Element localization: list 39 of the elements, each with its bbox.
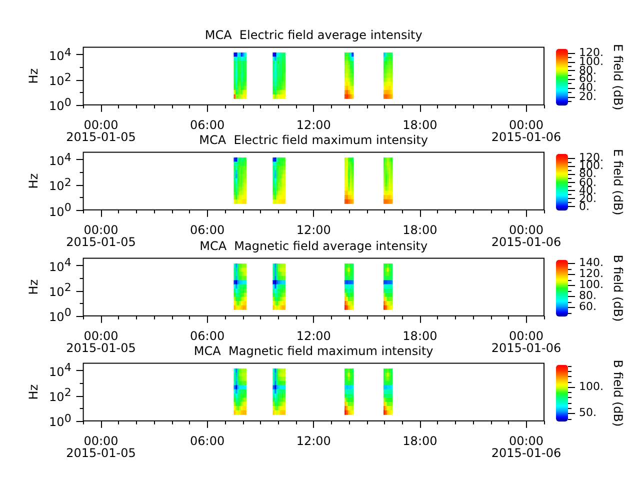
chart-title: MCA Magnetic field average intensity — [200, 238, 428, 252]
chart-title: MCA Electric field average intensity — [204, 28, 422, 42]
y-axis-title: Hz — [26, 68, 40, 84]
color-bar-label: 60. — [579, 300, 596, 314]
x-tick-label: 06:00 — [190, 434, 225, 448]
chart-title: MCA Magnetic field maximum intensity — [194, 344, 434, 358]
x-tick-label: 18:00 — [402, 328, 438, 342]
color-bar-title: B field (dB) — [611, 359, 625, 426]
x-tick-label: 12:00 — [296, 223, 331, 238]
y-axis-title: Hz — [26, 278, 40, 294]
x-tick-label: 06:00 — [190, 328, 225, 342]
chart-title: MCA Electric field maximum intensity — [199, 133, 428, 148]
x-tick-label: 00:00 2015-01-06 — [491, 328, 562, 354]
color-bar-label: 140. — [579, 256, 604, 270]
color-bar-label: 100. — [579, 380, 604, 393]
color-bar-label: 50. — [579, 406, 596, 420]
color-bar-title: E field (dB) — [611, 149, 625, 216]
x-tick-label: 00:00 2015-01-05 — [66, 434, 136, 460]
y-axis-title: Hz — [26, 174, 40, 189]
y-axis-title: Hz — [26, 384, 40, 400]
x-tick-label: 06:00 — [190, 118, 225, 132]
x-tick-label: 00:00 2015-01-06 — [491, 434, 562, 460]
x-tick-label: 18:00 — [402, 434, 438, 448]
x-tick-label: 00:00 2015-01-06 — [491, 118, 562, 144]
color-bar-label: 80. — [579, 289, 596, 302]
x-tick-label: 18:00 — [402, 223, 438, 238]
x-tick-label: 12:00 — [296, 434, 331, 448]
x-tick-label: 00:00 2015-01-05 — [66, 223, 136, 250]
color-bar-title: E field (dB) — [611, 44, 625, 110]
x-tick-label: 12:00 — [296, 328, 331, 342]
color-bar-title: B field (dB) — [611, 254, 625, 322]
x-tick-label: 00:00 2015-01-06 — [491, 223, 562, 250]
color-bar-label: 120. — [579, 267, 604, 280]
x-tick-label: 00:00 2015-01-05 — [66, 118, 136, 144]
x-tick-label: 00:00 2015-01-05 — [66, 328, 136, 354]
x-tick-label: 12:00 — [296, 118, 331, 132]
x-tick-label: 18:00 — [402, 118, 438, 132]
x-tick-label: 06:00 — [190, 223, 225, 238]
color-bar-label: 100. — [579, 278, 604, 292]
